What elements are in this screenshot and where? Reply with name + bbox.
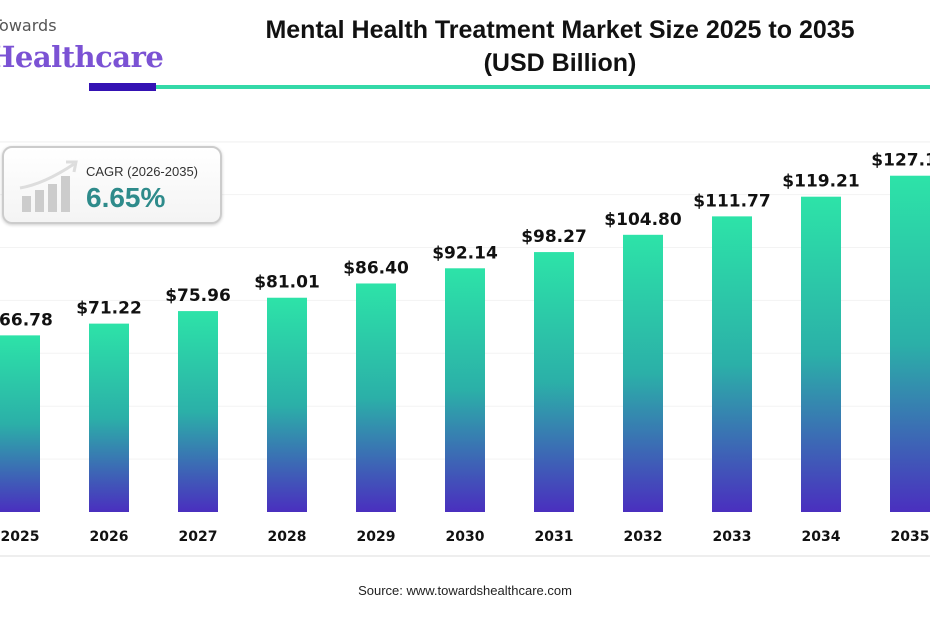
x-tick-label: 2026: [90, 529, 129, 545]
x-tick-label: 2033: [713, 529, 752, 545]
accent-bar-dark: [89, 83, 156, 91]
data-label: $92.14: [432, 243, 498, 263]
source-note: Source: www.towardshealthcare.com: [358, 583, 572, 598]
cagr-box: CAGR (2026-2035) 6.65%: [2, 146, 222, 224]
bar-2034: [801, 196, 841, 512]
x-tick-label: 2035: [891, 529, 930, 545]
data-label: $66.78: [0, 310, 53, 330]
x-tick-label: 2029: [357, 529, 396, 545]
x-tick-label: 2028: [268, 529, 307, 545]
subtitle-line: (USD Billion): [483, 49, 637, 77]
x-tick-label: 2027: [179, 529, 218, 545]
bar-2030: [445, 268, 485, 512]
growth-chart-icon: [19, 160, 78, 212]
data-label: $86.40: [343, 258, 409, 278]
bar-2033: [712, 216, 752, 512]
x-tick-label: 2030: [446, 529, 485, 545]
data-label: $81.01: [254, 273, 320, 293]
cagr-label: CAGR (2026-2035): [86, 164, 198, 179]
bar-2029: [356, 283, 396, 512]
logo-towards: Towards: [0, 16, 57, 35]
x-tick-label: 2025: [1, 529, 40, 545]
x-tick-label: 2032: [624, 529, 663, 545]
bar-2026: [89, 323, 129, 512]
bar-2035: [890, 175, 930, 512]
data-label: $98.27: [521, 227, 587, 247]
bar-2028: [267, 297, 307, 512]
accent-bar-teal: [156, 85, 930, 89]
data-label: $104.80: [604, 210, 682, 230]
x-tick-label: 2034: [802, 529, 841, 545]
title-line: Mental Health Treatment Market Size 2025…: [265, 16, 855, 44]
bar-2025: [0, 335, 40, 512]
data-label: $127.14: [871, 151, 930, 171]
data-label: $119.21: [782, 172, 859, 192]
cagr-value: 6.65%: [86, 182, 166, 213]
chart-title: Mental Health Treatment Market Size 2025…: [200, 14, 920, 80]
bar-2032: [623, 234, 663, 512]
bar-2031: [534, 252, 574, 512]
data-label: $71.22: [76, 299, 142, 319]
bar-2027: [178, 311, 218, 512]
x-tick-label: 2031: [535, 529, 574, 545]
logo-healthcare: Healthcare: [0, 40, 164, 74]
data-label: $111.77: [693, 191, 770, 211]
data-label: $75.96: [165, 286, 231, 306]
